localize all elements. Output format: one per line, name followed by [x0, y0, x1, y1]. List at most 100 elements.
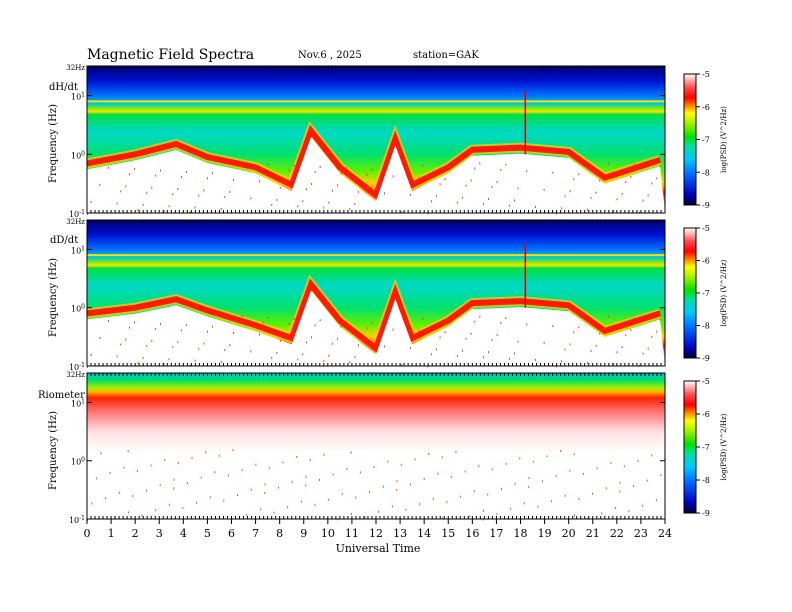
x-tick-label: 18	[514, 527, 528, 540]
speckle	[623, 465, 625, 468]
x-tick-label: 17	[489, 527, 503, 540]
speckle	[405, 508, 407, 511]
speckle	[369, 491, 371, 494]
speckle	[220, 361, 222, 364]
y-tick-label: 101	[71, 245, 85, 256]
speckle	[91, 502, 93, 505]
speckle	[154, 174, 156, 177]
speckle	[87, 213, 88, 215]
speckle	[496, 180, 498, 183]
speckle	[319, 319, 321, 322]
speckle	[331, 189, 333, 192]
speckle	[198, 194, 200, 197]
speckle	[413, 181, 415, 184]
speckle	[612, 210, 614, 213]
speckle	[642, 504, 644, 507]
speckle	[383, 345, 385, 348]
speckle	[651, 335, 653, 338]
speckle	[432, 497, 434, 500]
x-tick-label: 13	[393, 527, 407, 540]
colorbars: -5 -6 -7 -8 -9 log(PSD) (V^2/Hz) -5 -6 -7 -8 -9 log…	[683, 70, 728, 518]
speckle	[391, 505, 393, 508]
x-tick-label: 5	[204, 527, 211, 540]
speckle	[328, 201, 330, 204]
speckle	[543, 341, 545, 344]
speckle	[517, 340, 519, 343]
speckle	[262, 168, 264, 171]
speckle	[284, 181, 286, 184]
speckle	[491, 339, 493, 342]
speckle	[461, 196, 463, 199]
speckle	[180, 329, 182, 332]
speckle	[630, 329, 632, 332]
colorbar-label: log(PSD) (V^2/Hz)	[720, 413, 728, 480]
speckle	[276, 351, 278, 354]
speckle	[136, 469, 138, 472]
panel-label-riometer: Riometer	[38, 390, 85, 401]
speckle	[371, 322, 373, 325]
speckle	[519, 457, 521, 460]
speckle	[154, 327, 156, 330]
speckle	[133, 168, 135, 171]
speckle	[590, 196, 592, 199]
panel-dhdt: dH/dt Frequency (Hz) 32Hz 101 100 10-1	[48, 64, 666, 219]
speckle	[354, 356, 356, 359]
speckle	[401, 210, 403, 213]
speckle	[382, 485, 384, 488]
x-tick-label: 1	[108, 527, 115, 540]
speckle	[302, 353, 304, 356]
red-band	[86, 278, 662, 354]
speckle	[508, 204, 510, 207]
speckle	[409, 483, 411, 486]
speckle	[264, 483, 266, 486]
speckle	[151, 339, 153, 342]
speckle	[642, 352, 644, 355]
speckle	[155, 509, 157, 512]
speckle	[450, 475, 452, 478]
speckle	[496, 334, 498, 337]
speckle	[125, 185, 127, 188]
speckle	[268, 466, 270, 469]
speckle	[173, 478, 175, 481]
x-tick-label: 8	[276, 527, 283, 540]
speckle	[396, 480, 398, 483]
y-tick-label: 32Hz	[66, 218, 85, 226]
speckle	[137, 208, 139, 211]
speckle	[541, 480, 543, 483]
speckle	[460, 495, 462, 498]
speckle	[250, 350, 252, 353]
speckle	[296, 455, 298, 458]
speckle	[551, 500, 553, 503]
speckle	[604, 327, 606, 330]
speckle	[456, 354, 458, 357]
speckle	[237, 494, 239, 497]
speckle	[241, 315, 243, 318]
speckle	[146, 489, 148, 492]
speckle	[479, 315, 481, 318]
speckle	[164, 459, 166, 462]
x-tick-label: 2	[132, 527, 139, 540]
x-tick-label: 12	[369, 527, 383, 540]
speckle	[637, 459, 639, 462]
speckle	[461, 349, 463, 352]
speckle	[534, 359, 536, 362]
speckle	[345, 320, 347, 323]
speckle	[267, 316, 269, 319]
speckle	[127, 511, 129, 514]
speckle	[409, 346, 411, 349]
x-tick-label: 20	[562, 527, 576, 540]
speckle	[362, 339, 364, 342]
speckle	[528, 485, 530, 488]
speckle	[232, 449, 234, 452]
colorbar-tick-label: -5	[702, 224, 710, 233]
speckle	[430, 353, 432, 356]
speckle	[300, 500, 302, 503]
speckle	[528, 477, 530, 480]
speckle	[619, 490, 621, 493]
speckle	[229, 190, 231, 193]
x-tick-label: 10	[321, 527, 335, 540]
speckle	[259, 508, 261, 511]
speckle	[220, 208, 222, 211]
x-tick-label: 0	[84, 527, 91, 540]
speckle	[168, 205, 170, 208]
